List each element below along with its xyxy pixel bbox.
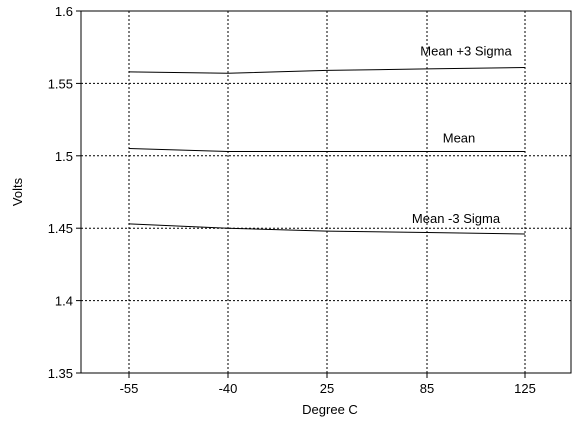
y-axis-ticks: 1.35 1.4 1.45 1.5 1.55 1.6 bbox=[48, 4, 81, 381]
series-labels: Mean +3 Sigma Mean Mean -3 Sigma bbox=[412, 43, 513, 226]
y-tick-label: 1.5 bbox=[55, 149, 73, 164]
x-tick-label: -40 bbox=[219, 381, 238, 396]
x-tick-label: 25 bbox=[320, 381, 334, 396]
x-tick-label: 85 bbox=[420, 381, 434, 396]
series-line bbox=[128, 223, 526, 235]
series-label: Mean +3 Sigma bbox=[420, 43, 512, 58]
y-tick-label: 1.45 bbox=[48, 221, 73, 236]
x-axis-ticks: -55 -40 25 85 125 bbox=[120, 373, 536, 396]
x-tick-label: -55 bbox=[120, 381, 139, 396]
x-axis-title: Degree C bbox=[302, 402, 358, 417]
series-layer bbox=[128, 66, 526, 235]
series-label: Mean bbox=[443, 130, 476, 145]
y-axis-title: Volts bbox=[10, 177, 25, 206]
series-line bbox=[128, 148, 525, 152]
y-tick-label: 1.4 bbox=[55, 294, 73, 309]
series-line bbox=[128, 66, 526, 74]
grid-layer bbox=[81, 11, 571, 373]
plot-frame bbox=[80, 10, 572, 374]
y-tick-label: 1.55 bbox=[48, 76, 73, 91]
series-label: Mean -3 Sigma bbox=[412, 211, 501, 226]
y-tick-label: 1.6 bbox=[55, 4, 73, 19]
y-tick-label: 1.35 bbox=[48, 366, 73, 381]
x-tick-label: 125 bbox=[514, 381, 536, 396]
